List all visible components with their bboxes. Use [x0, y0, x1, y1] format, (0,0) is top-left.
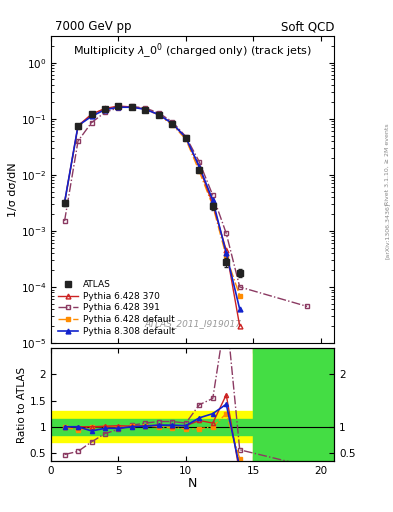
Text: Multiplicity $\lambda\_0^0$ (charged only) (track jets): Multiplicity $\lambda\_0^0$ (charged onl… — [73, 42, 312, 61]
Text: [arXiv:1306.3436]: [arXiv:1306.3436] — [385, 202, 389, 259]
X-axis label: N: N — [188, 477, 197, 490]
Text: 7000 GeV pp: 7000 GeV pp — [55, 20, 132, 33]
Y-axis label: Ratio to ATLAS: Ratio to ATLAS — [17, 367, 27, 442]
Text: Soft QCD: Soft QCD — [281, 20, 334, 33]
Text: Rivet 3.1.10, ≥ 2M events: Rivet 3.1.10, ≥ 2M events — [385, 123, 389, 205]
Legend: ATLAS, Pythia 6.428 370, Pythia 6.428 391, Pythia 6.428 default, Pythia 8.308 de: ATLAS, Pythia 6.428 370, Pythia 6.428 39… — [55, 278, 177, 338]
Text: ATLAS_2011_I919017: ATLAS_2011_I919017 — [144, 318, 241, 328]
Y-axis label: 1/σ dσ/dN: 1/σ dσ/dN — [8, 162, 18, 217]
